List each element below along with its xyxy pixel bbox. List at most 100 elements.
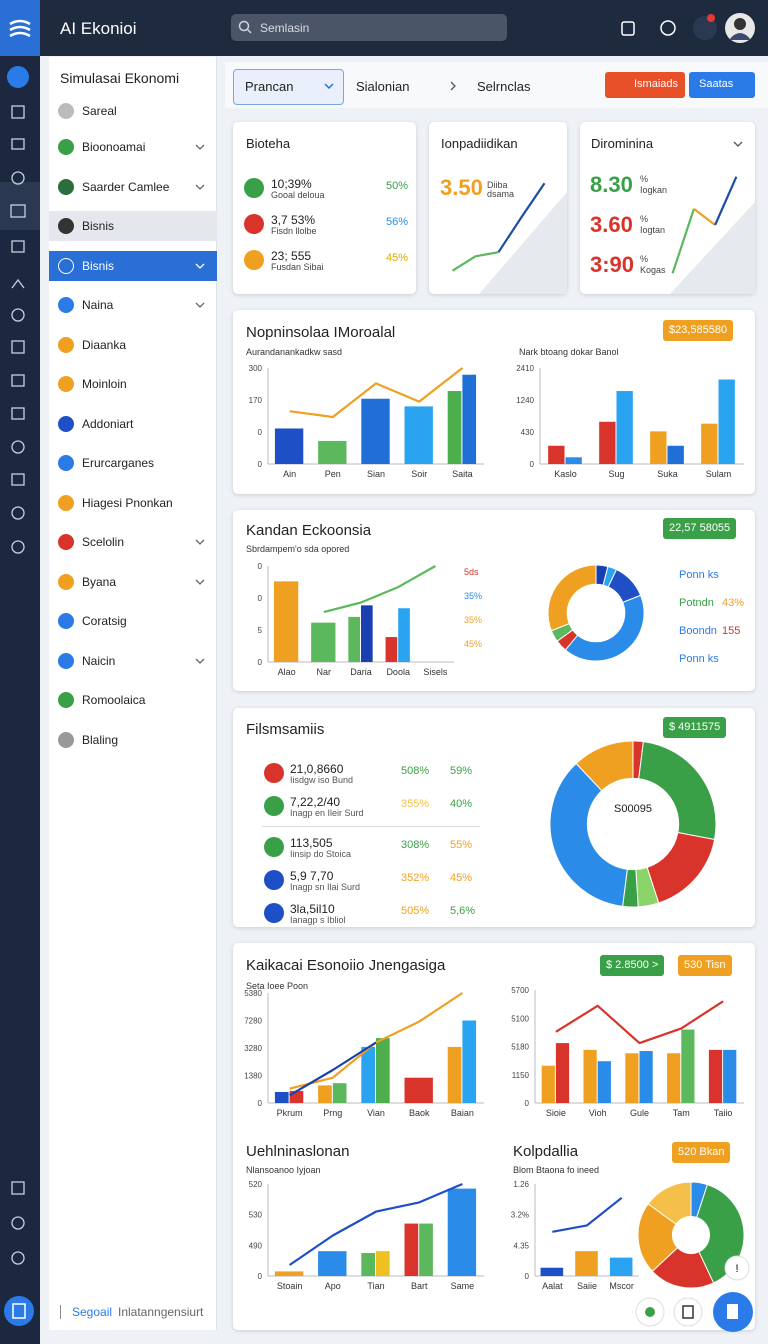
- card-decoration: [670, 202, 755, 294]
- bar: [318, 1251, 347, 1276]
- badge: 520 Bkan: [672, 1142, 731, 1163]
- bar: [361, 1046, 375, 1103]
- line: [552, 1196, 623, 1233]
- x-tick-label: Vioh: [589, 1108, 607, 1118]
- chevron: [195, 539, 205, 545]
- menu-item[interactable]: Blaling: [49, 725, 217, 755]
- y-tick-label: 5100: [511, 1014, 529, 1023]
- x-tick-label: Tian: [367, 1281, 384, 1291]
- bar: [548, 445, 565, 464]
- button[interactable]: [689, 72, 755, 98]
- menu-item[interactable]: Erurcarganes: [49, 448, 217, 478]
- search-box[interactable]: [231, 14, 507, 41]
- pie-slice: [637, 1203, 679, 1272]
- y-tick-label: 530: [249, 1211, 263, 1220]
- pie-slice: [575, 740, 634, 792]
- menu-icon: [58, 218, 74, 234]
- x-tick-label: Ain: [283, 469, 296, 479]
- x-tick-label: Taiio: [714, 1108, 733, 1118]
- menu-item[interactable]: Sareal: [49, 96, 217, 126]
- x-tick-label: Pkrum: [277, 1108, 303, 1118]
- menu-item[interactable]: Hiagesi Pnonkan: [49, 488, 217, 518]
- chart-subtitle: Aurandanankadkw sasd: [246, 347, 343, 357]
- menu-item[interactable]: Bisnis: [49, 211, 217, 241]
- y-tick-label: 0: [258, 1272, 263, 1281]
- menu-item[interactable]: Moinloin: [49, 369, 217, 399]
- menu-item[interactable]: Diaanka: [49, 330, 217, 360]
- x-tick-label: Sian: [367, 469, 385, 479]
- chart-subtitle: Sbrdampem'o sda opored: [246, 544, 350, 554]
- bar: [404, 1077, 433, 1103]
- y-tick-label: 0: [258, 594, 263, 603]
- tab[interactable]: Sialonian: [356, 79, 410, 94]
- metric-label: Kogas: [640, 265, 666, 275]
- dropdown[interactable]: [233, 69, 344, 105]
- legend-label: Potndn: [679, 597, 714, 609]
- menu-item[interactable]: Byana: [49, 567, 217, 597]
- bar-chart: 5380 7280 3280 1380 0 Pkrum Prng Vian Baok Baian: [244, 989, 484, 1118]
- menu-item[interactable]: Naina: [49, 290, 217, 320]
- card: [233, 122, 416, 294]
- badge[interactable]: $ 2.8500 >: [600, 955, 665, 976]
- menu-item[interactable]: Scelolin: [49, 527, 217, 557]
- row-change: 45%: [386, 252, 409, 264]
- button[interactable]: [605, 72, 685, 98]
- y-tick-label: 0: [525, 1272, 530, 1281]
- chevron-path: [195, 579, 205, 585]
- bar: [398, 608, 410, 662]
- chevron: [195, 579, 205, 585]
- x-tick-label: Mscor: [609, 1281, 634, 1291]
- menu-item[interactable]: Bioonoamai: [49, 132, 217, 162]
- y-tick-label: 1150: [512, 1071, 530, 1080]
- row-value: 3,7 53%: [271, 213, 316, 227]
- menu-item[interactable]: Romoolaica: [49, 685, 217, 715]
- menu-icon: [58, 336, 74, 353]
- dropdown-label: Prancan: [245, 79, 294, 94]
- menu-item[interactable]: Bisnis: [49, 250, 217, 281]
- menu-label: Diaanka: [82, 337, 127, 352]
- legend-label: Ponn ks: [679, 569, 719, 581]
- metric-label: Iogtan: [640, 225, 666, 235]
- row-a: 352%: [401, 872, 430, 884]
- row-label: Fusdan Sibai: [271, 262, 324, 272]
- menu-icon: [58, 297, 74, 313]
- y-tick-label: 3.2%: [511, 1211, 529, 1220]
- bar: [361, 605, 373, 662]
- top-icons: [621, 13, 755, 43]
- tab[interactable]: Selrnclas: [477, 79, 531, 94]
- bar: [718, 379, 735, 464]
- row-icon: [264, 837, 284, 857]
- footer-link[interactable]: Segoail: [72, 1305, 113, 1319]
- bar: [575, 1251, 598, 1276]
- menu-item[interactable]: Addoniart: [49, 409, 217, 439]
- row-label: Inagp sn Ilai Surd: [290, 882, 361, 892]
- row-label: Iisdgw iso Bund: [290, 775, 354, 785]
- menu-icon: [58, 692, 74, 708]
- bar: [273, 581, 299, 662]
- line: [323, 565, 436, 614]
- bar: [681, 1029, 695, 1103]
- row-change: 50%: [386, 180, 409, 192]
- pie-slice: [547, 564, 597, 632]
- menu-item[interactable]: Naicin: [49, 646, 217, 676]
- badge: $23,585580: [663, 320, 734, 341]
- x-tick-label: Aalat: [542, 1281, 563, 1291]
- panel-title: Nopninsolaa IMoroalal: [246, 324, 396, 341]
- card-title: Bioteha: [246, 136, 291, 151]
- y-tick-label: 0: [525, 1099, 530, 1108]
- metric-value: 3.50: [440, 175, 483, 200]
- y-tick-label: 5380: [244, 989, 262, 998]
- chart-subtitle: Nlansoanoo Iyjoan: [246, 1165, 321, 1175]
- chart-subtitle: Seta Ioee Poon: [246, 981, 309, 991]
- section-title: Uehlninaslonan: [246, 1143, 350, 1160]
- metric-value: 8.30: [590, 172, 633, 197]
- chevron: [324, 83, 334, 90]
- row-a: 355%: [401, 798, 430, 810]
- floating-buttons[interactable]: !: [630, 1250, 766, 1336]
- menu-item[interactable]: Coratsig: [49, 606, 217, 636]
- menu-item[interactable]: Saarder Camlee: [49, 172, 217, 202]
- side-value: 35%: [464, 615, 483, 625]
- x-tick-label: Prng: [323, 1108, 342, 1118]
- line: [671, 208, 695, 274]
